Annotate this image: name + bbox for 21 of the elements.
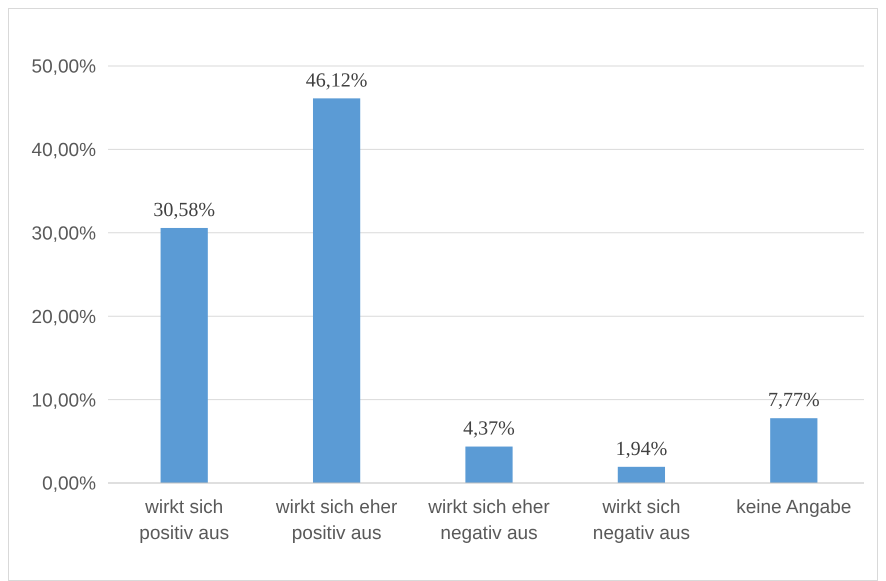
- data-label: 4,37%: [463, 418, 515, 440]
- data-label: 1,94%: [616, 438, 668, 460]
- y-tick-label: 40,00%: [32, 140, 96, 162]
- bar: [618, 466, 666, 483]
- x-tick-label: wirkt sich eher negativ aus: [427, 497, 550, 544]
- data-label: 7,77%: [768, 389, 820, 412]
- data-label: 46,12%: [306, 69, 368, 92]
- y-tick-label: 20,00%: [32, 306, 96, 328]
- data-label: 30,58%: [153, 198, 216, 221]
- bar: [465, 446, 513, 483]
- bar: [312, 98, 360, 483]
- y-tick-label: 0,00%: [42, 474, 96, 495]
- bar: [770, 418, 818, 483]
- x-tick-label: wirkt sich eher positiv aus: [274, 497, 398, 544]
- bar: [160, 228, 208, 483]
- y-tick-label: 50,00%: [32, 56, 96, 78]
- y-tick-label: 30,00%: [32, 223, 96, 244]
- x-tick-label: wirkt sich positiv aus: [139, 497, 230, 544]
- y-tick-label: 10,00%: [32, 390, 96, 412]
- x-tick-label: keine Angabe: [736, 497, 852, 518]
- x-tick-label: wirkt sich negativ aus: [592, 497, 690, 544]
